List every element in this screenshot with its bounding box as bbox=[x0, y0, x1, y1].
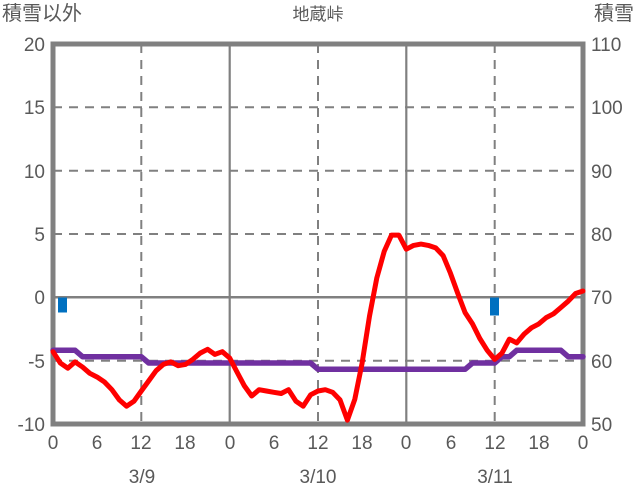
date-label-2: 3/11 bbox=[477, 467, 513, 488]
ytick-left-0: 20 bbox=[23, 35, 45, 56]
horizontal-gridlines bbox=[53, 106, 583, 362]
right-axis-title: 積雪 bbox=[594, 3, 634, 25]
ytick-left-5: -5 bbox=[28, 352, 45, 373]
observation-marker-right bbox=[490, 297, 499, 316]
xtick-4: 0 bbox=[224, 433, 236, 454]
ytick-right-6: 50 bbox=[591, 415, 613, 436]
snow-depth-line bbox=[50, 347, 586, 373]
ytick-left-3: 5 bbox=[34, 225, 45, 246]
temperature-line bbox=[50, 232, 586, 423]
ytick-right-1: 100 bbox=[591, 98, 623, 119]
ytick-left-6: -10 bbox=[17, 415, 45, 436]
ytick-left-4: 0 bbox=[34, 288, 45, 309]
xtick-1: 6 bbox=[91, 433, 103, 454]
ytick-left-2: 10 bbox=[23, 162, 45, 183]
observation-marker-left bbox=[58, 297, 67, 313]
date-label-1: 3/10 bbox=[299, 467, 337, 488]
chart-title: 地蔵峠 bbox=[292, 5, 344, 24]
xtick-7: 18 bbox=[351, 433, 373, 454]
xtick-5: 6 bbox=[268, 433, 280, 454]
left-axis-title: 積雪以外 bbox=[2, 3, 82, 25]
plot-border bbox=[50, 41, 586, 427]
xtick-12: 0 bbox=[577, 433, 589, 454]
xtick-0: 0 bbox=[47, 433, 59, 454]
ytick-left-1: 15 bbox=[23, 98, 45, 119]
ytick-right-3: 80 bbox=[591, 225, 613, 246]
date-label-0: 3/9 bbox=[128, 467, 156, 488]
ytick-right-0: 110 bbox=[591, 35, 622, 56]
xtick-10: 12 bbox=[484, 433, 506, 454]
ytick-right-2: 90 bbox=[591, 162, 613, 183]
xtick-6: 12 bbox=[307, 433, 329, 454]
xtick-3: 18 bbox=[174, 433, 196, 454]
xtick-9: 6 bbox=[445, 433, 457, 454]
xtick-11: 18 bbox=[528, 433, 550, 454]
xtick-8: 0 bbox=[400, 433, 412, 454]
xtick-2: 12 bbox=[130, 433, 152, 454]
ytick-right-5: 60 bbox=[591, 352, 613, 373]
ytick-right-4: 70 bbox=[591, 288, 613, 309]
